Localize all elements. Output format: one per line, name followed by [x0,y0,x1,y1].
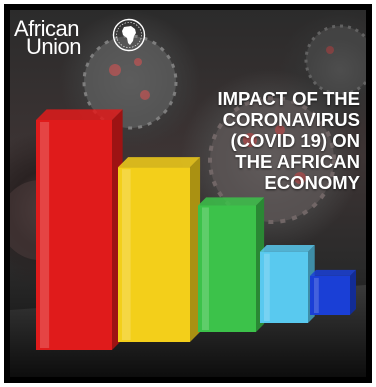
virus-particle-icon [208,96,336,224]
image-frame: African Union IMPACT OF THE CORONAVIRUS … [4,4,372,383]
cover-headline: IMPACT OF THE CORONAVIRUS (COVID 19) ON … [150,88,360,193]
cover-image: African Union IMPACT OF THE CORONAVIRUS … [10,10,366,377]
headline-line: ECONOMY [264,172,360,193]
bar [310,269,356,315]
logo-text-union: Union [26,34,81,59]
virus-particle-icon [82,34,178,130]
africa-map-emblem-icon [112,18,146,52]
headline-line: CORONAVIRUS [222,109,360,130]
african-union-logo: African Union [14,12,174,62]
bar [36,109,123,350]
virus-particle-icon [304,24,366,96]
bar-chart-illustration [36,109,356,350]
logo-text-african: African [14,16,79,41]
headline-line: THE AFRICAN [235,151,360,172]
headline-line: (COVID 19) ON [230,130,360,151]
bar [198,197,265,332]
headline-line: IMPACT OF THE [217,88,360,109]
bar [260,244,315,323]
background-illustration [10,24,366,377]
bar [118,157,201,342]
